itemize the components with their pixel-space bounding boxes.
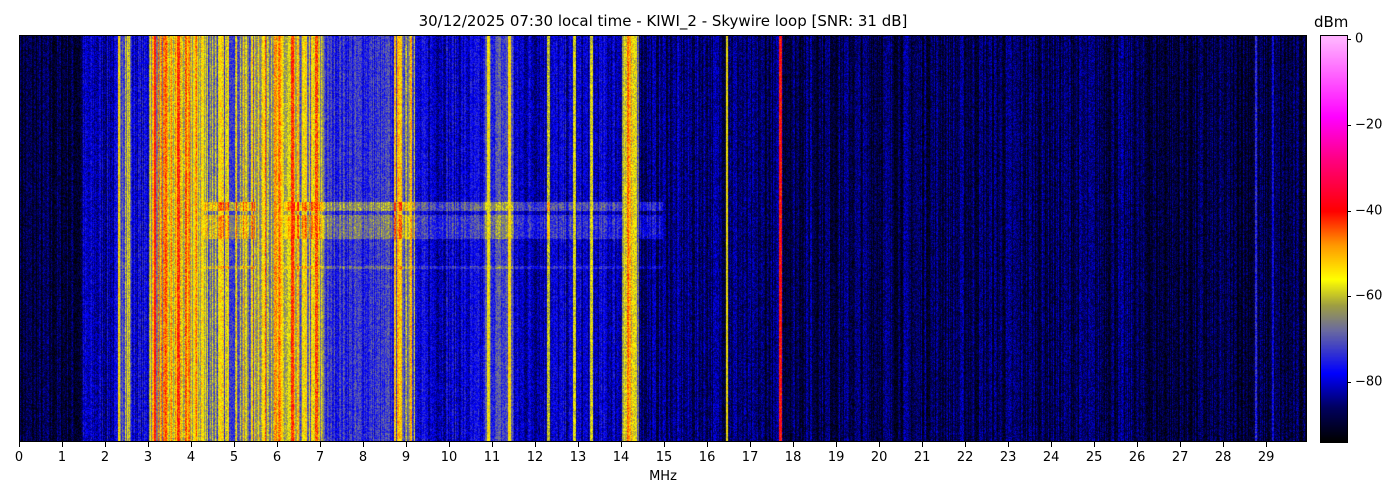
x-tick-label: 5 bbox=[229, 450, 239, 465]
x-tick-label: 25 bbox=[1085, 450, 1103, 465]
x-tick bbox=[1094, 442, 1096, 447]
x-tick bbox=[191, 442, 193, 447]
x-tick bbox=[1008, 442, 1010, 447]
colorbar-tick bbox=[1347, 39, 1351, 41]
x-tick bbox=[1266, 442, 1268, 447]
x-tick-label: 0 bbox=[14, 450, 24, 465]
x-tick-label: 15 bbox=[655, 450, 673, 465]
x-tick-label: 12 bbox=[526, 450, 544, 465]
colorbar-tick-label: −40 bbox=[1355, 203, 1383, 219]
x-tick bbox=[1137, 442, 1139, 447]
x-tick bbox=[62, 442, 63, 447]
colorbar-tick bbox=[1347, 210, 1351, 212]
colorbar-tick bbox=[1347, 382, 1351, 384]
x-axis-label: MHz bbox=[649, 469, 677, 484]
x-tick-label: 11 bbox=[483, 450, 501, 465]
x-tick bbox=[793, 442, 795, 447]
x-tick bbox=[492, 442, 494, 447]
colorbar-tick-label: −60 bbox=[1355, 288, 1383, 304]
x-tick-label: 6 bbox=[272, 450, 282, 465]
colorbar-label: dBm bbox=[1314, 13, 1349, 31]
x-tick-label: 14 bbox=[612, 450, 630, 465]
colorbar-tick bbox=[1347, 124, 1351, 126]
colorbar-tick bbox=[1347, 296, 1351, 298]
x-tick-label: 22 bbox=[956, 450, 974, 465]
x-tick-label: 9 bbox=[401, 450, 411, 465]
x-tick bbox=[320, 442, 322, 447]
x-tick bbox=[277, 442, 279, 447]
x-tick bbox=[535, 442, 537, 447]
x-tick-label: 10 bbox=[440, 450, 458, 465]
x-tick bbox=[1051, 442, 1053, 447]
colorbar-tick-label: 0 bbox=[1355, 31, 1364, 47]
x-tick-label: 28 bbox=[1214, 450, 1232, 465]
x-tick bbox=[406, 442, 408, 447]
x-tick-label: 8 bbox=[358, 450, 368, 465]
x-tick-label: 3 bbox=[143, 450, 153, 465]
x-tick-label: 19 bbox=[827, 450, 845, 465]
x-tick-label: 16 bbox=[698, 450, 716, 465]
x-tick bbox=[879, 442, 881, 447]
x-tick bbox=[965, 442, 967, 447]
colorbar-tick-label: −80 bbox=[1355, 374, 1383, 390]
x-tick bbox=[105, 442, 106, 447]
colorbar-tick-label: −20 bbox=[1355, 117, 1383, 133]
x-tick-label: 4 bbox=[186, 450, 196, 465]
x-tick-label: 23 bbox=[999, 450, 1017, 465]
x-tick bbox=[449, 442, 451, 447]
x-tick-label: 26 bbox=[1128, 450, 1146, 465]
x-tick bbox=[750, 442, 752, 447]
x-tick bbox=[234, 442, 236, 447]
x-tick-label: 20 bbox=[870, 450, 888, 465]
x-tick-label: 24 bbox=[1042, 450, 1060, 465]
x-tick-label: 18 bbox=[784, 450, 802, 465]
colorbar bbox=[1320, 35, 1348, 443]
x-tick bbox=[621, 442, 623, 447]
chart-title: 30/12/2025 07:30 local time - KIWI_2 - S… bbox=[418, 12, 908, 30]
x-tick-label: 2 bbox=[100, 450, 110, 465]
x-tick-label: 27 bbox=[1171, 450, 1189, 465]
x-tick-label: 13 bbox=[569, 450, 587, 465]
plot-area-frame bbox=[19, 35, 1307, 442]
x-tick-label: 21 bbox=[913, 450, 931, 465]
x-tick-label: 17 bbox=[741, 450, 759, 465]
x-tick bbox=[1223, 442, 1225, 447]
x-tick bbox=[578, 442, 580, 447]
x-tick bbox=[363, 442, 365, 447]
x-tick bbox=[148, 442, 149, 447]
spectrogram-heatmap bbox=[19, 35, 1307, 442]
x-tick bbox=[922, 442, 924, 447]
x-tick bbox=[707, 442, 709, 447]
x-tick bbox=[1180, 442, 1182, 447]
x-tick-label: 1 bbox=[57, 450, 67, 465]
x-tick bbox=[19, 442, 20, 447]
x-tick bbox=[664, 442, 666, 447]
x-tick-label: 7 bbox=[315, 450, 325, 465]
x-tick bbox=[836, 442, 838, 447]
x-tick-label: 29 bbox=[1257, 450, 1275, 465]
